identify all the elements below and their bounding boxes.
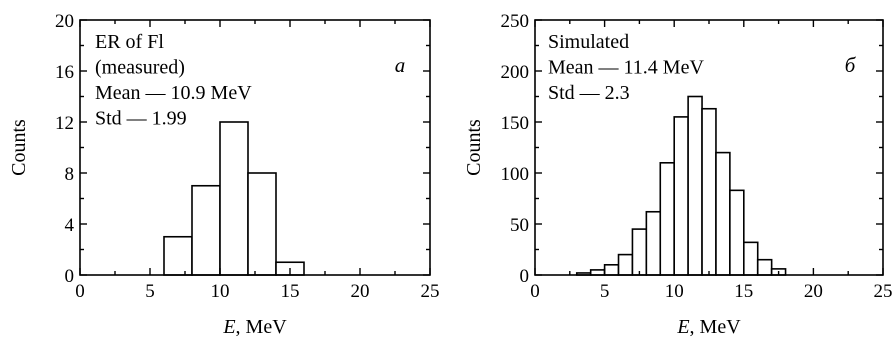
histogram-bar <box>659 162 676 276</box>
annotation-line: (measured) <box>95 57 185 79</box>
histogram-bar <box>687 95 703 276</box>
panel-letter: б <box>845 53 857 77</box>
x-tick-label: 15 <box>734 281 753 302</box>
y-tick-label: 20 <box>55 11 74 32</box>
histogram-bar <box>729 189 745 276</box>
histogram-bar <box>701 107 717 276</box>
annotation-line: ER of Fl <box>95 31 164 53</box>
annotation-line: Mean — 10.9 MeV <box>95 82 252 104</box>
histogram-bar <box>617 253 634 276</box>
annotation-line: Mean — 11.4 MeV <box>548 57 704 79</box>
annotation-line: Std — 1.99 <box>95 108 187 130</box>
histogram-bar <box>645 210 662 276</box>
x-tick-label: 10 <box>665 281 684 302</box>
histogram-bar <box>715 151 731 276</box>
x-tick-label: 25 <box>421 281 440 302</box>
y-tick-label: 0 <box>520 266 530 287</box>
y-axis-label: Counts <box>8 119 30 176</box>
y-tick-label: 0 <box>65 266 75 287</box>
annotation-line: Std — 2.3 <box>548 82 630 104</box>
y-tick-label: 4 <box>65 215 75 236</box>
histogram-bar <box>219 121 249 276</box>
x-tick-label: 20 <box>351 281 370 302</box>
y-axis-label: Counts <box>463 119 485 176</box>
histogram-bar <box>673 116 689 276</box>
x-tick-label: 0 <box>530 281 540 302</box>
x-axis-label-symbol: E <box>222 316 235 338</box>
histogram-bar <box>163 235 193 276</box>
x-axis-label-unit: , MeV <box>236 316 288 338</box>
y-tick-label: 16 <box>55 62 74 83</box>
x-tick-label: 0 <box>75 281 85 302</box>
y-tick-label: 100 <box>501 164 530 185</box>
histogram-bar <box>742 241 759 276</box>
x-axis-label: E, MeV <box>222 316 287 338</box>
x-tick-label: 25 <box>874 281 893 302</box>
panel-letter: a <box>395 53 406 77</box>
y-tick-label: 150 <box>501 113 530 134</box>
x-tick-label: 15 <box>281 281 300 302</box>
x-tick-label: 10 <box>211 281 230 302</box>
x-axis-label-symbol: E <box>676 316 689 338</box>
x-axis-label-unit: , MeV <box>690 316 742 338</box>
y-tick-label: 12 <box>55 113 74 134</box>
x-axis-label: E, MeV <box>676 316 741 338</box>
annotation-line: Simulated <box>548 31 629 53</box>
y-tick-label: 50 <box>510 215 529 236</box>
x-tick-label: 5 <box>600 281 610 302</box>
histogram-bar <box>631 228 648 276</box>
histogram-bar <box>247 172 277 276</box>
x-tick-label: 20 <box>804 281 823 302</box>
y-tick-label: 200 <box>501 62 530 83</box>
x-tick-label: 5 <box>145 281 155 302</box>
y-tick-label: 8 <box>65 164 75 185</box>
histogram-bar <box>603 263 620 276</box>
y-tick-label: 250 <box>501 11 530 32</box>
histogram-bar <box>756 258 773 276</box>
histogram-bar <box>191 184 221 276</box>
panel-a: 0 5 10 15 20 25 0 4 8 12 16 20 E, MeV Counts ER of Fl (… <box>8 11 440 338</box>
